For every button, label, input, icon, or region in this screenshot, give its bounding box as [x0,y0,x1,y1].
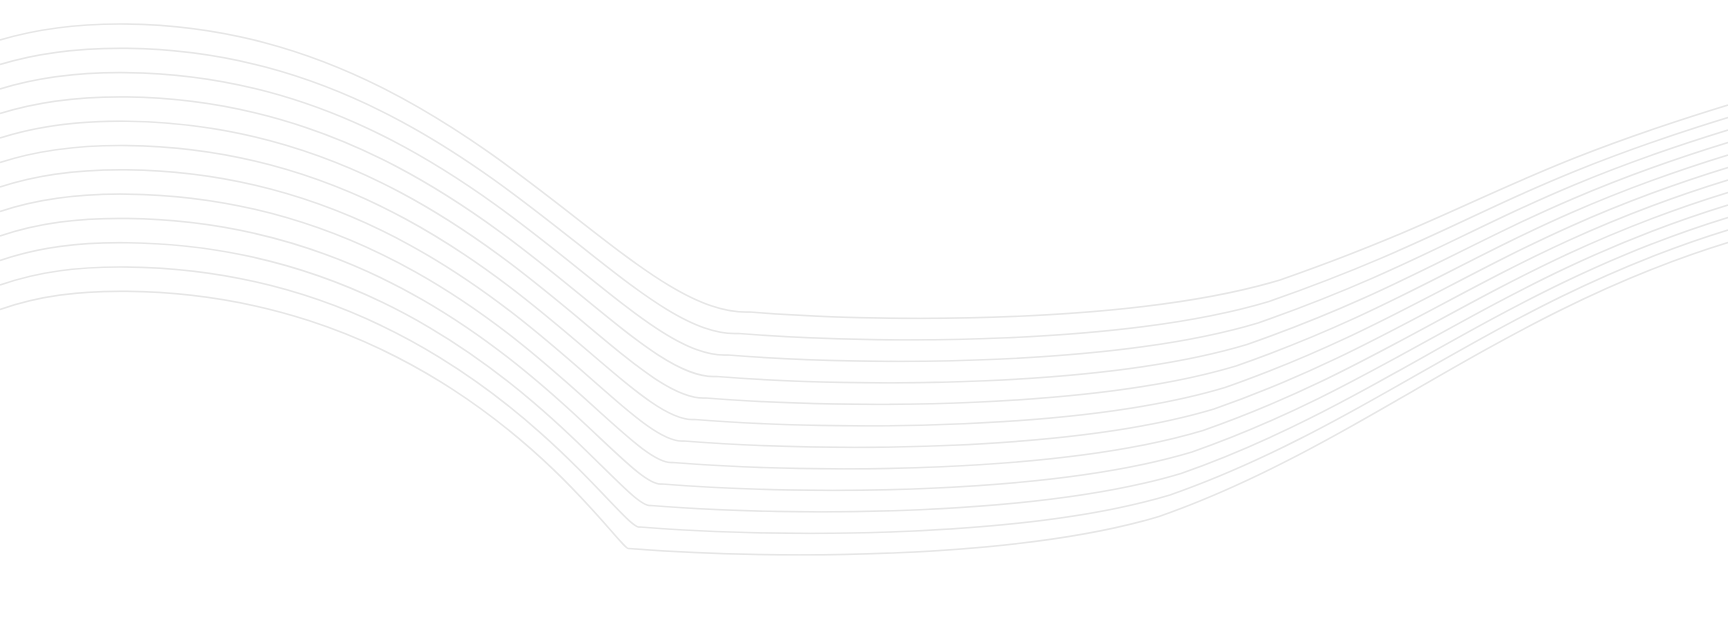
wave-line [0,47,1728,341]
wave-line [0,229,1728,535]
wave-line [0,120,1728,406]
wave-line [0,168,1728,449]
wave-line [0,204,1728,492]
wave-line [0,23,1728,320]
wave-line [0,71,1728,363]
wave-line [0,96,1728,384]
wave-line [0,241,1728,556]
wave-line [0,216,1728,513]
wave-line [0,191,1728,470]
wave-line [0,144,1728,427]
